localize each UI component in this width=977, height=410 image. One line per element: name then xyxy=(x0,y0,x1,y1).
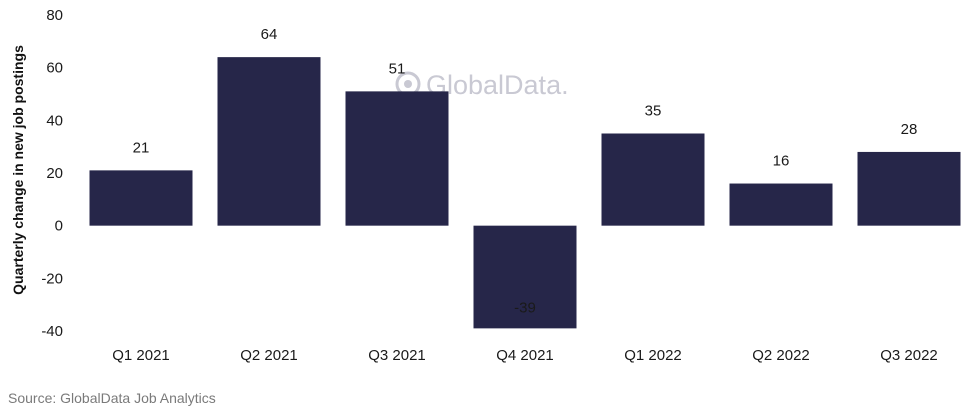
y-tick-label: 40 xyxy=(46,112,63,129)
data-label: 64 xyxy=(261,26,278,43)
y-tick-label: 20 xyxy=(46,165,63,182)
y-axis-ticks: 80 60 40 20 0 -20 -40 xyxy=(41,7,63,340)
bar xyxy=(473,225,577,329)
data-label: 28 xyxy=(901,121,918,138)
x-tick-label: Q3 2021 xyxy=(368,347,426,364)
x-tick-label: Q3 2022 xyxy=(880,347,938,364)
y-tick-label: 60 xyxy=(46,60,63,77)
watermark-text: GlobalData. xyxy=(426,70,569,100)
data-label: 21 xyxy=(133,139,150,156)
y-tick-label: -40 xyxy=(41,323,63,340)
y-tick-label: -20 xyxy=(41,270,63,287)
data-label: 16 xyxy=(773,153,790,170)
bar xyxy=(729,183,833,226)
source-note: Source: GlobalData Job Analytics xyxy=(8,390,216,406)
globaldata-watermark: GlobalData. xyxy=(395,70,569,100)
bar xyxy=(345,91,449,226)
x-tick-label: Q2 2021 xyxy=(240,347,298,364)
x-tick-label: Q2 2022 xyxy=(752,347,810,364)
x-axis-ticks: Q1 2021 Q2 2021 Q3 2021 Q4 2021 Q1 2022 Q2 20… xyxy=(112,347,938,364)
data-label: 35 xyxy=(645,103,662,120)
data-label: -39 xyxy=(514,299,536,316)
bars xyxy=(89,57,961,329)
y-tick-label: 0 xyxy=(55,218,63,235)
bar xyxy=(217,57,321,226)
bar xyxy=(89,170,193,226)
x-tick-label: Q4 2021 xyxy=(496,347,554,364)
bar xyxy=(857,151,961,226)
x-tick-label: Q1 2021 xyxy=(112,347,170,364)
x-tick-label: Q1 2022 xyxy=(624,347,682,364)
bar xyxy=(601,133,705,226)
data-labels: 21 64 51 -39 35 16 28 xyxy=(133,26,918,316)
y-tick-label: 80 xyxy=(46,7,63,24)
data-label: 51 xyxy=(389,60,406,77)
y-axis-label: Quarterly change in new job postings xyxy=(10,45,26,295)
